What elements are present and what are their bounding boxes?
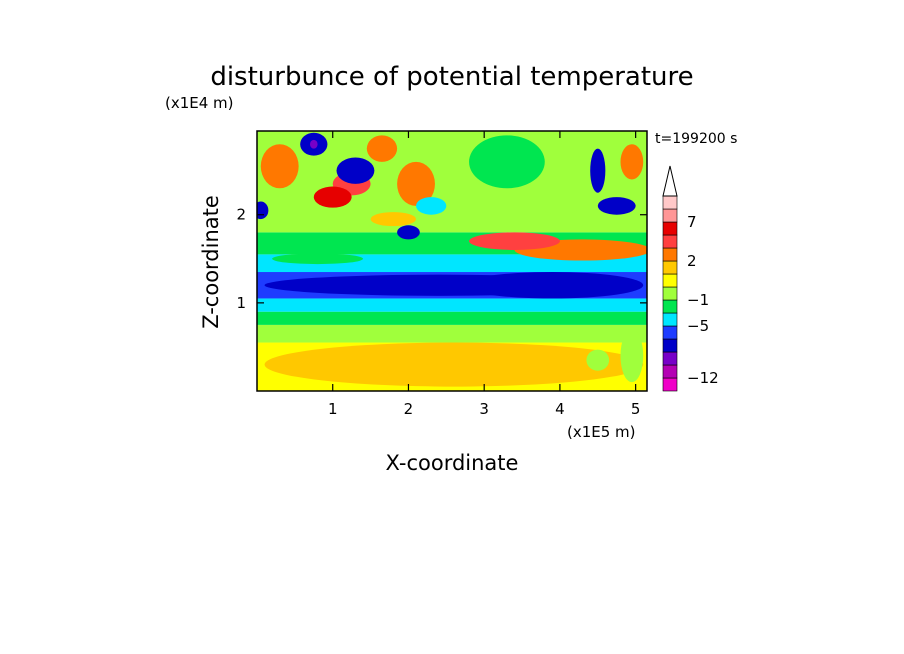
contour-cell-13 bbox=[416, 197, 447, 215]
colorbar-swatch-7 bbox=[662, 286, 678, 301]
colorbar-swatch-14 bbox=[662, 195, 678, 210]
colorbar-swatch-0 bbox=[662, 377, 678, 392]
contour-cell-2 bbox=[264, 342, 644, 387]
contour-cell-16 bbox=[597, 197, 636, 215]
x-unit-label: (x1E5 m) bbox=[567, 423, 636, 441]
y-axis-ticks: 12 bbox=[236, 206, 647, 312]
colorbar-swatch-8 bbox=[662, 273, 678, 288]
colorbar-label-2: −1 bbox=[687, 291, 709, 309]
colorbar-label-3: 2 bbox=[687, 252, 697, 270]
x-tick-label-0: 1 bbox=[328, 400, 338, 418]
colorbar-swatch-13 bbox=[662, 208, 678, 223]
colorbar-swatch-9 bbox=[662, 260, 678, 275]
x-tick-label-2: 3 bbox=[479, 400, 489, 418]
y-axis-label: Z-coordinate bbox=[199, 195, 223, 329]
contour-band-3 bbox=[257, 298, 647, 312]
contour-cell-17 bbox=[590, 148, 606, 193]
x-tick-label-4: 5 bbox=[631, 400, 641, 418]
contour-cell-1 bbox=[461, 272, 644, 299]
contour-cell-10 bbox=[313, 186, 352, 208]
colorbar-swatch-2 bbox=[662, 351, 678, 366]
x-tick-label-1: 2 bbox=[404, 400, 414, 418]
colorbar-swatch-12 bbox=[662, 221, 678, 236]
contour-cell-7 bbox=[310, 139, 318, 149]
colorbar: −12−5−127 bbox=[662, 165, 719, 392]
contour-cell-22 bbox=[272, 253, 364, 265]
colorbar-swatch-4 bbox=[662, 325, 678, 340]
colorbar-swatch-1 bbox=[662, 364, 678, 379]
colorbar-swatch-3 bbox=[662, 338, 678, 353]
colorbar-extend-arrow bbox=[662, 165, 678, 197]
colorbar-label-1: −5 bbox=[687, 317, 709, 335]
colorbar-swatch-6 bbox=[662, 299, 678, 314]
contour-cell-19 bbox=[469, 135, 545, 189]
colorbar-label-4: 7 bbox=[687, 213, 697, 231]
y-tick-label-0: 1 bbox=[236, 294, 246, 312]
contour-cell-4 bbox=[469, 232, 560, 250]
contour-cell-5 bbox=[260, 144, 299, 189]
time-label: t=199200 s bbox=[655, 131, 737, 147]
contour-cell-9 bbox=[336, 157, 375, 184]
colorbar-swatch-11 bbox=[662, 234, 678, 249]
colorbar-swatch-10 bbox=[662, 247, 678, 262]
x-axis-ticks: 1 2 3 4 5 bbox=[328, 131, 640, 418]
colorbar-swatch-5 bbox=[662, 312, 678, 327]
contour-band-1 bbox=[257, 324, 647, 343]
contour-cell-23 bbox=[620, 329, 644, 383]
contour-cell-21 bbox=[370, 212, 417, 227]
x-axis-label: X-coordinate bbox=[386, 451, 519, 475]
contour-cell-14 bbox=[397, 225, 420, 240]
chart-title: disturbunce of potential temperature bbox=[210, 62, 693, 92]
contour-cell-18 bbox=[529, 161, 591, 215]
x-tick-label-3: 4 bbox=[555, 400, 565, 418]
y-unit-label: (x1E4 m) bbox=[165, 94, 234, 112]
colorbar-label-0: −12 bbox=[687, 369, 719, 387]
contour-cell-24 bbox=[586, 349, 610, 371]
contour-cell-20 bbox=[620, 144, 644, 180]
y-tick-label-1: 2 bbox=[236, 206, 246, 224]
contour-cell-11 bbox=[366, 135, 398, 162]
contour-cell-15 bbox=[257, 201, 269, 220]
contour-cell-12 bbox=[397, 161, 435, 206]
plot-frame bbox=[256, 130, 648, 392]
contour-field bbox=[257, 131, 647, 391]
contour-band-2 bbox=[257, 311, 647, 325]
